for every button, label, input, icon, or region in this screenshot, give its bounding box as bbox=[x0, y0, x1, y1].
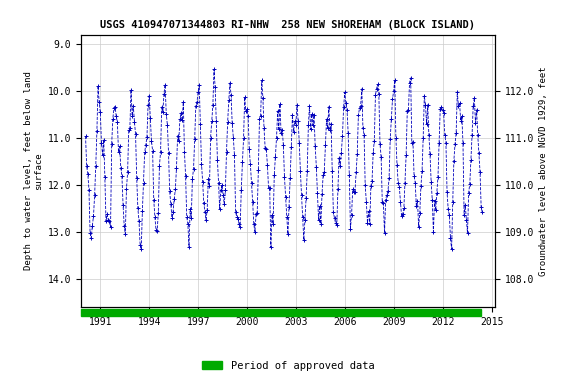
Legend: Period of approved data: Period of approved data bbox=[198, 357, 378, 375]
Title: USGS 410947071344803 RI-NHW  258 NEW SHOREHAM (BLOCK ISLAND): USGS 410947071344803 RI-NHW 258 NEW SHOR… bbox=[100, 20, 476, 30]
Y-axis label: Groundwater level above NGVD 1929, feet: Groundwater level above NGVD 1929, feet bbox=[539, 66, 548, 276]
Y-axis label: Depth to water level, feet below land
surface: Depth to water level, feet below land su… bbox=[24, 71, 43, 270]
